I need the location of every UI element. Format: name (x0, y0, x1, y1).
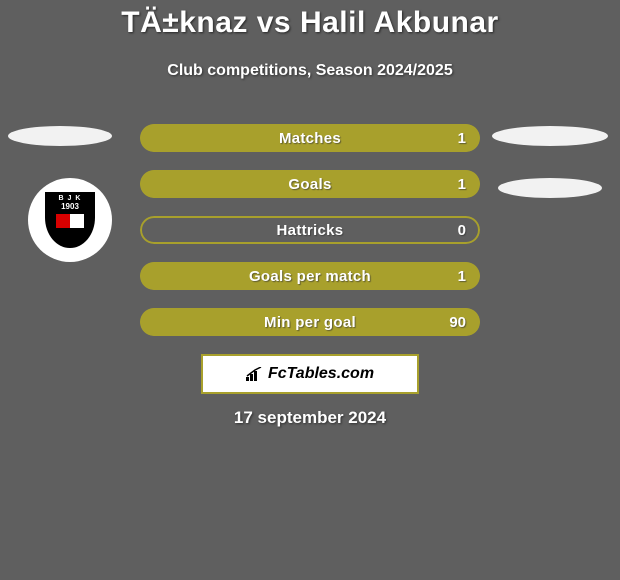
stat-bar-label: Hattricks (277, 222, 344, 239)
page-title: TÄ±knaz vs Halil Akbunar (0, 6, 620, 40)
stat-bar-label: Matches (279, 130, 341, 147)
stat-bar-row: Hattricks 0 (140, 216, 480, 244)
stat-bar-value: 90 (449, 308, 466, 336)
brand-text: FcTables.com (268, 365, 374, 383)
stat-bar-label: Goals per match (249, 268, 371, 285)
player-right-top-ellipse (492, 126, 608, 146)
crest-shield: B J K 1903 (45, 192, 95, 248)
crest-flag (56, 214, 84, 228)
stat-bar-row: Goals 1 (140, 170, 480, 198)
stat-bar-label: Min per goal (264, 314, 356, 331)
stat-bar-row: Matches 1 (140, 124, 480, 152)
stat-bars: Matches 1 Goals 1 Hattricks 0 Goals per match 1… (140, 124, 480, 354)
player-left-ellipse (8, 126, 112, 146)
brand-box: FcTables.com (201, 354, 419, 394)
crest-flag-red (56, 214, 70, 228)
comparison-infographic: TÄ±knaz vs Halil Akbunar Club competitio… (0, 0, 620, 580)
stat-bar-value: 1 (458, 170, 466, 198)
page-subtitle: Club competitions, Season 2024/2025 (0, 62, 620, 80)
stat-bar-value: 0 (458, 216, 466, 244)
crest-year: 1903 (61, 203, 79, 211)
stat-bar-value: 1 (458, 124, 466, 152)
date-text: 17 september 2024 (0, 408, 620, 428)
crest-letters: B J K (59, 195, 82, 202)
stat-bar-row: Min per goal 90 (140, 308, 480, 336)
chart-icon (246, 367, 264, 381)
stat-bar-value: 1 (458, 262, 466, 290)
stat-bar-label: Goals (288, 176, 331, 193)
stat-bar-row: Goals per match 1 (140, 262, 480, 290)
player-right-bottom-ellipse (498, 178, 602, 198)
club-crest-besiktas: B J K 1903 (28, 178, 112, 262)
